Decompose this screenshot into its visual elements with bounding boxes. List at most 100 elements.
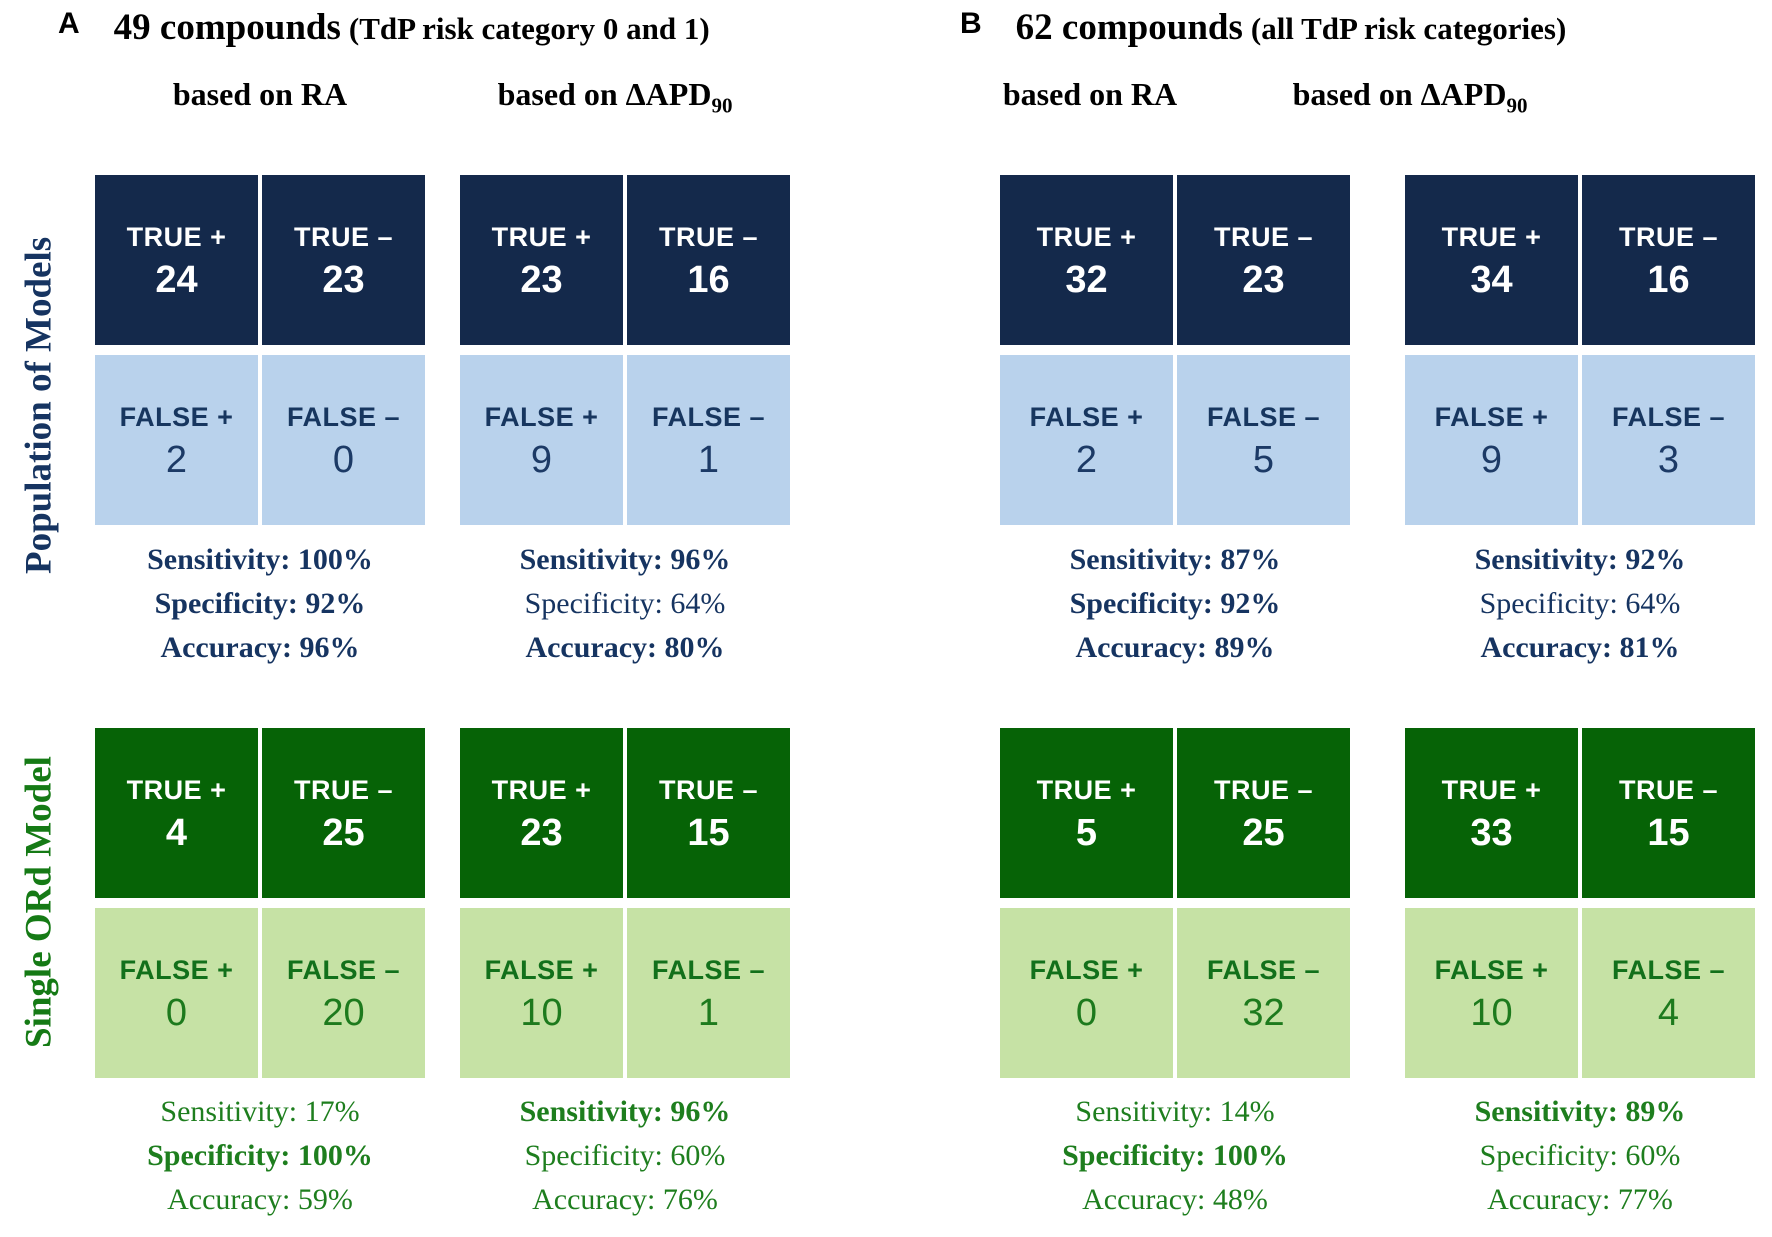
panel-b-compound-count: 62 compounds: [1015, 7, 1243, 48]
matrix-ord-a-ra: TRUE + 4 TRUE – 25 FALSE + 0 FALSE – 20: [95, 728, 425, 1078]
stat-accuracy: Accuracy: 81%: [1480, 631, 1680, 664]
matrix-ord-b-ra: TRUE + 5 TRUE – 25 FALSE + 0 FALSE – 32: [1000, 728, 1350, 1078]
stat-accuracy: Accuracy: 76%: [532, 1183, 718, 1216]
stat-specificity: Specificity: 92%: [1069, 587, 1281, 620]
stats-population-b-ra: Sensitivity: 87% Specificity: 92% Accura…: [1000, 538, 1350, 670]
cell-label: TRUE +: [491, 221, 592, 252]
cell-value: 33: [1470, 811, 1513, 854]
cell-value: 0: [1075, 991, 1098, 1034]
stats-population-b-apd90: Sensitivity: 92% Specificity: 64% Accura…: [1405, 538, 1755, 670]
cell-value: 16: [687, 258, 730, 301]
cell-label: FALSE –: [1611, 401, 1726, 432]
cell-true-negative: TRUE – 16: [1582, 175, 1755, 345]
cell-label: TRUE +: [1036, 221, 1137, 252]
cell-value: 23: [520, 811, 563, 854]
stat-specificity: Specificity: 100%: [1062, 1139, 1288, 1172]
cell-value: 24: [155, 258, 198, 301]
cell-true-negative: TRUE – 23: [262, 175, 425, 345]
stat-accuracy: Accuracy: 89%: [1075, 631, 1275, 664]
matrix-population-a-apd90: TRUE + 23 TRUE – 16 FALSE + 9 FALSE – 1: [460, 175, 790, 525]
column-header-b-ra: based on RA: [1002, 76, 1178, 112]
cell-label: TRUE +: [1441, 221, 1542, 252]
cell-value: 23: [1242, 258, 1285, 301]
panel-a-compound-count: 49 compounds: [113, 7, 341, 48]
cell-value: 4: [1657, 991, 1680, 1034]
cell-value: 32: [1242, 991, 1285, 1034]
cell-true-positive: TRUE + 33: [1405, 728, 1578, 898]
apd-subscript: 90: [711, 93, 733, 118]
cell-true-negative: TRUE – 15: [1582, 728, 1755, 898]
cell-value: 5: [1075, 811, 1098, 854]
stat-sensitivity: Sensitivity: 100%: [147, 543, 373, 576]
cell-label: FALSE –: [286, 954, 401, 985]
stat-sensitivity: Sensitivity: 96%: [519, 1095, 731, 1128]
cell-label: FALSE –: [1611, 954, 1726, 985]
cell-value: 5: [1252, 438, 1275, 481]
stats-ord-b-ra: Sensitivity: 14% Specificity: 100% Accur…: [1000, 1090, 1350, 1222]
cell-value: 0: [332, 438, 355, 481]
stats-ord-b-apd90: Sensitivity: 89% Specificity: 60% Accura…: [1405, 1090, 1755, 1222]
cell-value: 15: [687, 811, 730, 854]
cell-false-positive: FALSE + 0: [95, 908, 258, 1078]
cell-value: 15: [1647, 811, 1690, 854]
panel-letter-a: A: [58, 7, 80, 40]
cell-true-positive: TRUE + 34: [1405, 175, 1578, 345]
cell-false-negative: FALSE – 1: [627, 355, 790, 525]
matrix-ord-b-apd90: TRUE + 33 TRUE – 15 FALSE + 10 FALSE – 4: [1405, 728, 1755, 1078]
cell-false-negative: FALSE – 32: [1177, 908, 1350, 1078]
cell-true-positive: TRUE + 5: [1000, 728, 1173, 898]
cell-false-positive: FALSE + 0: [1000, 908, 1173, 1078]
cell-label: TRUE –: [1618, 221, 1719, 252]
panel-title-a: A 49 compounds (TdP risk category 0 and 1): [58, 6, 710, 49]
cell-label: TRUE –: [658, 774, 759, 805]
cell-false-positive: FALSE + 9: [1405, 355, 1578, 525]
cell-true-negative: TRUE – 16: [627, 175, 790, 345]
cell-label: TRUE +: [126, 774, 227, 805]
cell-value: 9: [1480, 438, 1503, 481]
cell-value: 25: [322, 811, 365, 854]
stat-specificity: Specificity: 100%: [147, 1139, 373, 1172]
cell-label: FALSE –: [1206, 401, 1321, 432]
cell-false-positive: FALSE + 10: [1405, 908, 1578, 1078]
stat-specificity: Specificity: 92%: [154, 587, 366, 620]
cell-value: 23: [520, 258, 563, 301]
cell-label: TRUE +: [126, 221, 227, 252]
stat-accuracy: Accuracy: 59%: [167, 1183, 353, 1216]
cell-value: 4: [165, 811, 188, 854]
stat-sensitivity: Sensitivity: 92%: [1474, 543, 1686, 576]
column-header-b-apd90: based on ΔAPD90: [1245, 76, 1575, 118]
cell-true-positive: TRUE + 32: [1000, 175, 1173, 345]
cell-value: 10: [1470, 991, 1513, 1034]
cell-label: FALSE +: [1434, 954, 1549, 985]
cell-label: FALSE –: [651, 401, 766, 432]
cell-label: TRUE –: [1213, 221, 1314, 252]
cell-true-negative: TRUE – 25: [262, 728, 425, 898]
stats-ord-a-ra: Sensitivity: 17% Specificity: 100% Accur…: [95, 1090, 425, 1222]
stat-accuracy: Accuracy: 96%: [160, 631, 360, 664]
cell-false-negative: FALSE – 4: [1582, 908, 1755, 1078]
cell-value: 1: [697, 991, 720, 1034]
cell-label: FALSE +: [1029, 401, 1144, 432]
stats-population-a-ra: Sensitivity: 100% Specificity: 92% Accur…: [95, 538, 425, 670]
cell-label: FALSE +: [119, 401, 234, 432]
stat-sensitivity: Sensitivity: 17%: [160, 1095, 360, 1128]
apd-subscript: 90: [1506, 93, 1528, 118]
cell-value: 32: [1065, 258, 1108, 301]
cell-value: 23: [322, 258, 365, 301]
cell-label: FALSE –: [651, 954, 766, 985]
column-header-a-apd90: based on ΔAPD90: [450, 76, 780, 118]
matrix-population-b-ra: TRUE + 32 TRUE – 23 FALSE + 2 FALSE – 5: [1000, 175, 1350, 525]
stat-accuracy: Accuracy: 80%: [525, 631, 725, 664]
cell-true-positive: TRUE + 23: [460, 728, 623, 898]
stat-accuracy: Accuracy: 48%: [1082, 1183, 1268, 1216]
row-label-single-ord-model: Single ORd Model: [18, 756, 60, 1049]
cell-label: TRUE –: [1618, 774, 1719, 805]
cell-value: 20: [322, 991, 365, 1034]
cell-value: 2: [1075, 438, 1098, 481]
apd-label: based on ΔAPD: [497, 76, 712, 112]
stats-ord-a-apd90: Sensitivity: 96% Specificity: 60% Accura…: [460, 1090, 790, 1222]
cell-label: FALSE –: [1206, 954, 1321, 985]
apd-label: based on ΔAPD: [1292, 76, 1507, 112]
stat-specificity: Specificity: 60%: [1479, 1139, 1681, 1172]
cell-label: FALSE +: [484, 401, 599, 432]
